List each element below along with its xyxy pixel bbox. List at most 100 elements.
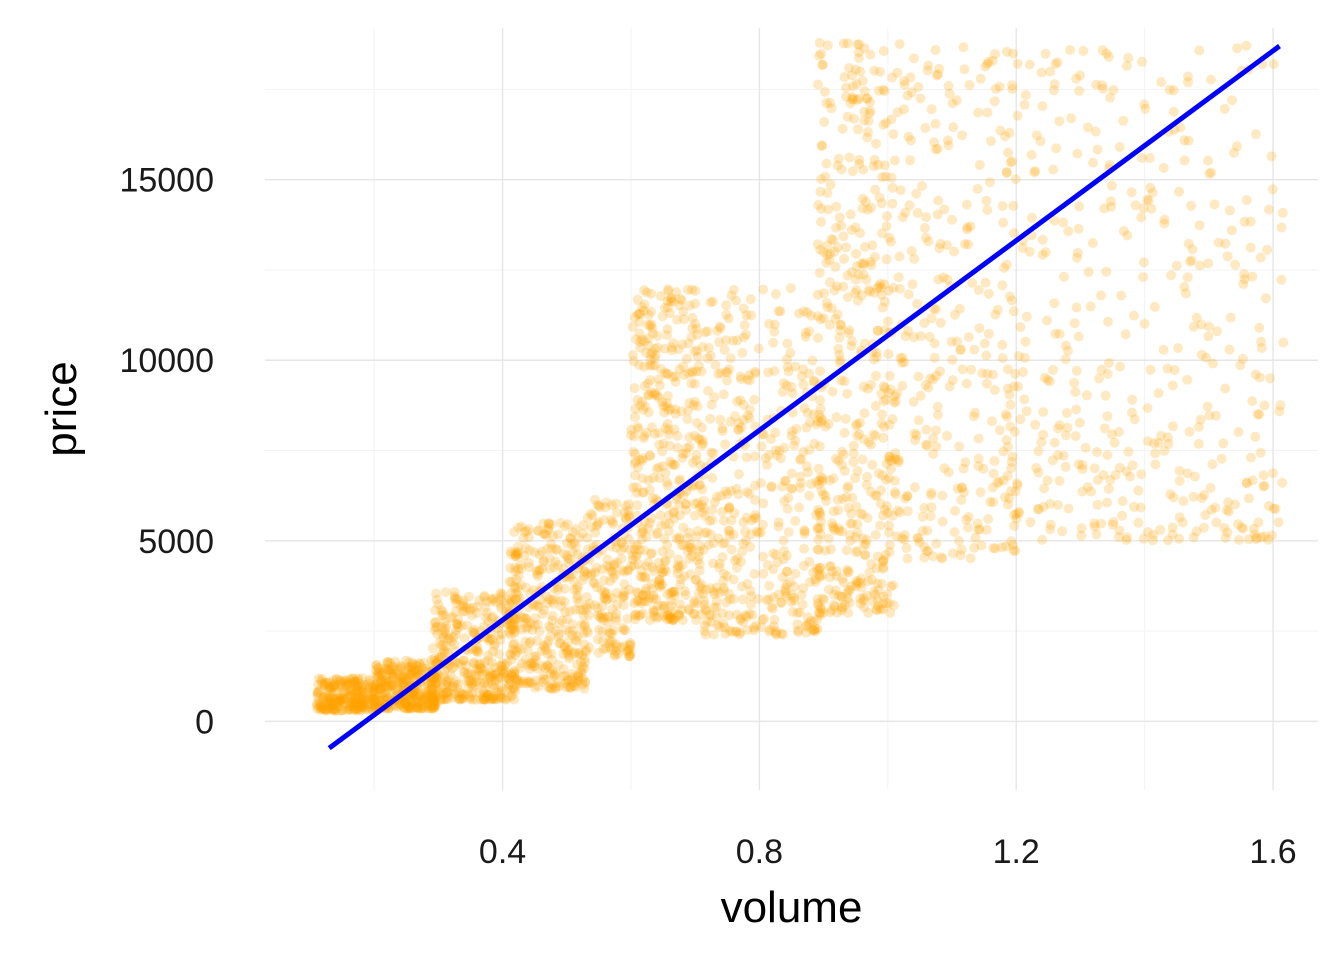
scatter-point — [836, 459, 847, 470]
scatter-point — [364, 674, 375, 685]
scatter-point — [690, 285, 701, 296]
scatter-point — [1183, 135, 1194, 146]
scatter-point — [539, 605, 550, 616]
scatter-point — [432, 677, 443, 688]
scatter-point — [804, 445, 815, 455]
scatter-point — [509, 667, 520, 678]
scatter-point — [529, 661, 540, 672]
scatter-point — [426, 703, 437, 714]
scatter-point — [1127, 394, 1138, 405]
scatter-point — [558, 664, 569, 675]
scatter-point — [564, 644, 575, 655]
scatter-point — [367, 682, 378, 693]
scatter-point — [683, 527, 694, 538]
scatter-point — [565, 682, 576, 693]
scatter-point — [1098, 83, 1109, 94]
scatter-point — [883, 349, 894, 359]
scatter-point — [1117, 496, 1128, 507]
scatter-point — [333, 701, 344, 712]
scatter-point — [396, 670, 407, 681]
scatter-point — [717, 552, 728, 562]
scatter-point — [1013, 351, 1024, 361]
scatter-point — [342, 679, 353, 690]
scatter-point — [425, 684, 436, 695]
scatter-point — [425, 676, 436, 687]
scatter-point — [773, 517, 784, 528]
scatter-point — [479, 678, 490, 689]
scatter-point — [558, 671, 569, 682]
scatter-point — [395, 699, 406, 709]
scatter-point — [481, 669, 492, 680]
scatter-point — [348, 688, 359, 699]
scatter-point — [1268, 59, 1279, 70]
scatter-point — [432, 675, 443, 686]
scatter-point — [857, 454, 868, 465]
scatter-point — [708, 558, 718, 569]
scatter-point — [841, 545, 852, 556]
scatter-point — [1125, 471, 1135, 482]
scatter-point — [466, 679, 477, 690]
scatter-point — [1008, 48, 1019, 59]
scatter-point — [507, 597, 518, 608]
scatter-point — [932, 401, 943, 412]
scatter-point — [505, 546, 516, 557]
scatter-point — [378, 688, 389, 699]
scatter-point — [337, 705, 348, 715]
scatter-point — [1048, 364, 1058, 375]
scatter-point — [1150, 459, 1161, 470]
scatter-point — [349, 699, 360, 710]
scatter-point — [1204, 410, 1215, 421]
scatter-point — [815, 366, 826, 377]
scatter-point — [1224, 205, 1235, 216]
scatter-point — [565, 682, 576, 693]
scatter-point — [477, 669, 488, 680]
scatter-point — [312, 691, 323, 702]
scatter-point — [644, 450, 655, 461]
scatter-point — [701, 584, 712, 595]
scatter-point — [745, 585, 756, 596]
scatter-point — [1267, 184, 1278, 195]
scatter-point — [382, 680, 393, 691]
scatter-point — [954, 441, 965, 452]
scatter-point — [894, 251, 905, 262]
scatter-point — [438, 693, 449, 704]
scatter-point — [341, 675, 352, 686]
scatter-point — [507, 624, 518, 635]
scatter-point — [1234, 534, 1244, 545]
scatter-point — [750, 480, 760, 491]
scatter-point — [518, 676, 529, 686]
scatter-point — [516, 644, 527, 655]
scatter-point — [542, 598, 553, 609]
scatter-point — [753, 343, 764, 354]
scatter-point — [315, 705, 326, 716]
scatter-point — [330, 679, 340, 690]
scatter-point — [530, 613, 541, 624]
scatter-point — [395, 660, 406, 671]
scatter-point — [318, 693, 329, 704]
scatter-point — [869, 251, 880, 262]
scatter-point — [660, 423, 671, 434]
scatter-point — [317, 673, 328, 684]
scatter-point — [357, 697, 368, 708]
scatter-point — [937, 516, 948, 527]
scatter-point — [496, 600, 506, 611]
scatter-point — [564, 681, 575, 692]
scatter-point — [690, 378, 700, 389]
scatter-point — [1051, 143, 1062, 154]
scatter-point — [535, 594, 546, 605]
scatter-point — [1044, 376, 1055, 387]
scatter-point — [490, 597, 501, 608]
scatter-point — [410, 666, 421, 677]
scatter-point — [483, 679, 493, 690]
scatter-point — [919, 222, 930, 233]
scatter-point — [487, 693, 498, 704]
scatter-point — [1138, 203, 1149, 214]
scatter-point — [533, 601, 544, 612]
scatter-point — [768, 548, 779, 559]
scatter-point — [443, 674, 454, 685]
scatter-point — [396, 677, 407, 688]
scatter-point — [566, 539, 577, 549]
scatter-point — [430, 690, 441, 701]
scatter-point — [929, 352, 940, 363]
scatter-point — [427, 694, 438, 705]
